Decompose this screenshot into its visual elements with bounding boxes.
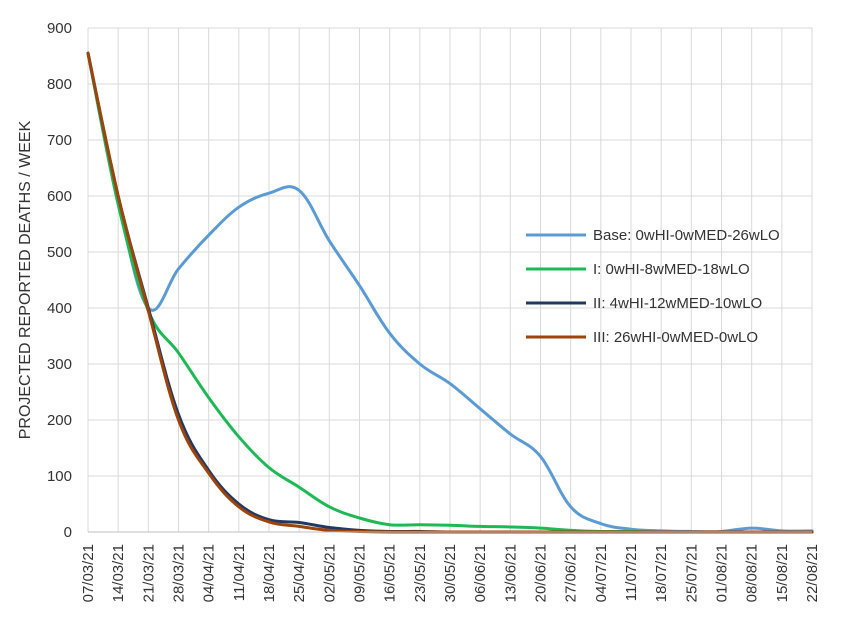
- legend-label-4: III: 26wHI-0wMED-0wLO: [593, 329, 758, 346]
- y-tick-label: 200: [47, 412, 72, 429]
- x-tick-label: 13/06/21: [502, 544, 519, 602]
- x-tick-label: 15/08/21: [774, 544, 791, 602]
- y-tick-label: 800: [47, 76, 72, 93]
- x-tick-label: 11/07/21: [623, 544, 640, 601]
- y-tick-label: 500: [47, 244, 72, 261]
- x-tick-label: 07/03/21: [80, 544, 97, 602]
- y-tick-label: 900: [47, 20, 72, 37]
- x-tick-label: 11/04/21: [231, 544, 248, 601]
- x-tick-label: 02/05/21: [321, 544, 338, 602]
- y-tick-label: 100: [47, 468, 72, 485]
- x-tick-label: 25/07/21: [683, 544, 700, 602]
- y-tick-label: 300: [47, 356, 72, 373]
- x-tick-label: 22/08/21: [804, 544, 821, 602]
- x-tick-label: 20/06/21: [533, 544, 550, 602]
- legend-label-2: I: 0wHI-8wMED-18wLO: [593, 261, 750, 278]
- legend-label-1: Base: 0wHI-0wMED-26wLO: [593, 227, 780, 244]
- axes: 0 100 200 300 400 500 600 700 800 900 07/03/21 14/0…: [47, 20, 821, 602]
- x-tick-label: 21/03/21: [140, 544, 157, 602]
- y-tick-label: 700: [47, 132, 72, 149]
- x-tick-label: 04/04/21: [201, 544, 218, 602]
- x-tick-label: 30/05/21: [442, 544, 459, 602]
- x-tick-label: 08/08/21: [744, 544, 761, 602]
- x-tick-label: 16/05/21: [382, 544, 399, 602]
- y-tick-label: 0: [64, 524, 72, 541]
- x-tick-label: 23/05/21: [412, 544, 429, 602]
- x-tick-label: 09/05/21: [352, 544, 369, 602]
- x-tick-label: 14/03/21: [110, 544, 127, 602]
- x-tick-label: 25/04/21: [291, 544, 308, 602]
- x-tick-label: 04/07/21: [593, 544, 610, 602]
- x-tick-label: 18/07/21: [653, 544, 670, 602]
- x-tick-label: 27/06/21: [563, 544, 580, 602]
- x-tick-label: 28/03/21: [171, 544, 188, 602]
- y-axis-title: PROJECTED REPORTED DEATHS / WEEK: [17, 120, 34, 439]
- y-tick-label: 400: [47, 300, 72, 317]
- y-tick-label: 600: [47, 188, 72, 205]
- x-tick-label: 18/04/21: [261, 544, 278, 602]
- legend-label-3: II: 4wHI-12wMED-10wLO: [593, 295, 762, 312]
- x-tick-label: 01/08/21: [714, 544, 731, 602]
- legend: Base: 0wHI-0wMED-26wLO I: 0wHI-8wMED-18wL…: [526, 227, 780, 346]
- x-tick-label: 06/06/21: [472, 544, 489, 602]
